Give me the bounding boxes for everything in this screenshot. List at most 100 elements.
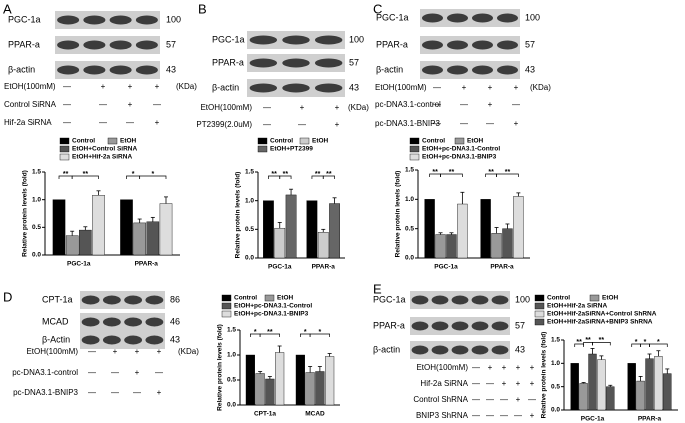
bar <box>435 234 446 259</box>
condition-label: EtOH(100mM) <box>200 103 252 112</box>
condition-sign: — <box>486 395 494 404</box>
blot-band <box>497 65 518 75</box>
y-tick-label: 0.5 <box>551 383 560 390</box>
bar <box>446 234 457 259</box>
significance-label: ** <box>315 171 321 178</box>
y-axis-label: Relative protein levels (fold) <box>22 170 29 257</box>
condition-sign: + <box>157 388 162 397</box>
x-tick-label: PPAR-a <box>135 261 159 268</box>
legend-label: EtOH+PT2399 <box>270 146 313 153</box>
bar <box>663 373 672 411</box>
band-label: PPAR-a <box>8 39 40 49</box>
bar <box>513 196 524 259</box>
blot-band <box>451 345 469 355</box>
y-tick-label: 1.5 <box>551 337 560 344</box>
y-tick-label: 0.0 <box>245 255 254 262</box>
blot-band <box>471 295 489 305</box>
y-tick-label: 1.5 <box>32 169 41 176</box>
y-tick-label: 1.0 <box>405 196 414 203</box>
condition-sign: — <box>472 363 480 372</box>
condition-sign: — <box>433 100 441 109</box>
y-tick-label: 0.0 <box>405 255 414 262</box>
legend-swatch <box>221 294 232 302</box>
bar <box>502 228 513 259</box>
significance-label: ** <box>271 171 277 178</box>
blot-band <box>491 345 509 355</box>
y-tick-label: 1.0 <box>245 197 254 204</box>
y-tick-label: 0.0 <box>551 407 560 414</box>
condition-label: EtOH(100mM) <box>26 347 78 356</box>
blot-band <box>447 40 468 50</box>
condition-sign: + <box>514 83 519 92</box>
condition-sign: — <box>133 388 141 397</box>
y-tick-label: 1.0 <box>551 360 560 367</box>
band-label: MCAD <box>42 316 69 326</box>
blot-band <box>472 40 493 50</box>
bar <box>627 363 636 411</box>
condition-sign: + <box>135 347 140 356</box>
condition-sign: + <box>113 347 118 356</box>
significance-bracket <box>279 175 292 179</box>
blot-band <box>411 321 429 331</box>
blot-strip <box>420 61 520 79</box>
blot-strip <box>80 313 165 331</box>
condition-sign: — <box>486 379 494 388</box>
condition-label: PT2399(2.0uM) <box>196 120 252 129</box>
significance-label: ** <box>63 171 69 178</box>
condition-sign: + <box>155 118 160 127</box>
condition-label: Hif-2a SiRNA <box>4 118 52 127</box>
band-label: PPAR-a <box>376 39 408 49</box>
band-label: β-actin <box>8 64 35 74</box>
condition-sign: — <box>126 118 134 127</box>
significance-bracket <box>259 333 280 337</box>
blot-strip <box>80 291 165 309</box>
blot-band <box>81 295 100 305</box>
x-tick-label: CPT-1a <box>254 411 276 418</box>
legend-swatch <box>59 153 70 161</box>
blot-band <box>145 295 164 305</box>
legend-label: EtOH <box>312 138 329 145</box>
bar <box>480 199 491 259</box>
blot-strip <box>80 331 165 349</box>
legend-swatch <box>107 137 118 145</box>
kda-label: (KDa) <box>178 347 199 356</box>
condition-label: BNIP3 ShRNA <box>416 411 469 420</box>
legend-swatch <box>454 137 465 145</box>
panel-label: B <box>198 1 207 16</box>
band-size: 43 <box>515 344 525 354</box>
legend-swatch <box>59 137 70 145</box>
band-size: 57 <box>525 39 535 49</box>
blot-band <box>497 13 518 23</box>
band-label: PGC-1a <box>8 14 41 24</box>
blot-band <box>135 65 158 75</box>
blot-band <box>102 317 121 327</box>
panel-label: C <box>373 1 382 16</box>
significance-label: * <box>644 339 647 346</box>
condition-label: pc-DNA3.1-control <box>12 368 78 377</box>
band-size: 57 <box>166 39 176 49</box>
kda-label: (KDa) <box>530 83 551 92</box>
blot-band <box>491 321 509 331</box>
band-size: 46 <box>170 316 180 326</box>
y-tick-label: 1.5 <box>245 169 254 176</box>
significance-label: ** <box>432 169 438 176</box>
y-tick-label: 1.0 <box>32 196 41 203</box>
condition-sign: + <box>530 379 535 388</box>
bar <box>133 222 146 256</box>
significance-bracket <box>139 175 167 179</box>
blot-band <box>135 15 158 25</box>
y-tick-label: 1.5 <box>227 327 236 334</box>
condition-sign: — <box>512 100 520 109</box>
blot-band <box>102 335 121 345</box>
condition-sign: — <box>500 395 508 404</box>
blot-band <box>102 295 121 305</box>
panel-label: E <box>373 281 382 296</box>
condition-sign: + <box>530 411 535 420</box>
blot-band <box>249 58 278 68</box>
significance-label: ** <box>585 337 591 344</box>
significance-bracket <box>440 173 463 177</box>
legend-label: Control <box>270 138 293 145</box>
legend-swatch <box>264 294 275 302</box>
y-tick-label: 1.5 <box>405 167 414 174</box>
